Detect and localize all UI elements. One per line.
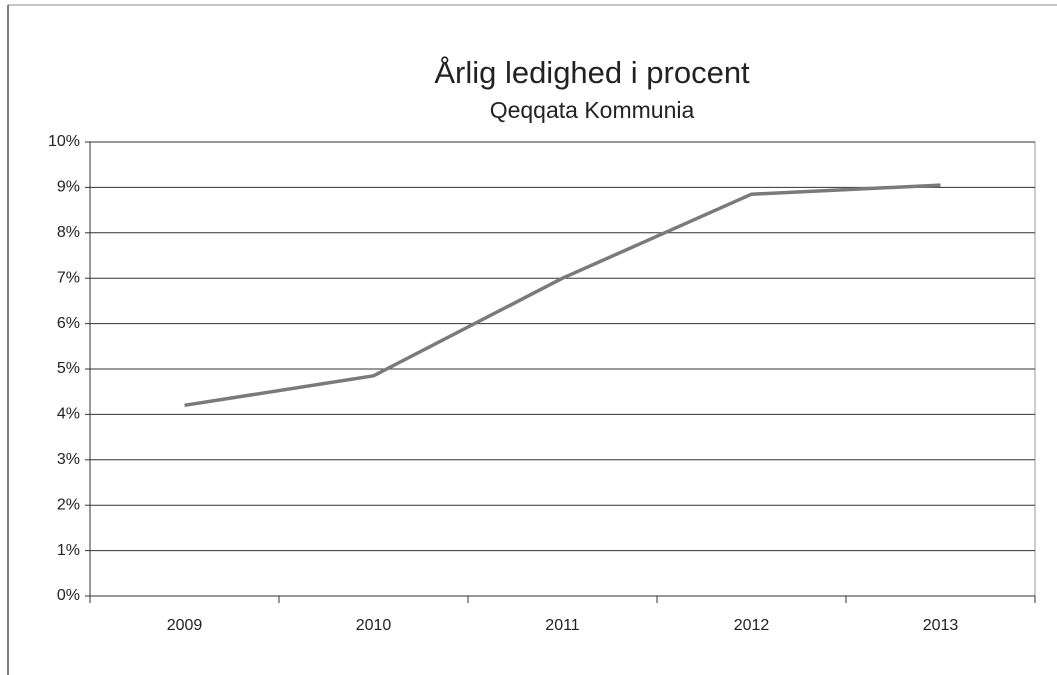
y-tick-label: 1% xyxy=(57,542,80,559)
y-tick-label: 2% xyxy=(57,496,80,513)
y-tick-label: 8% xyxy=(57,224,80,241)
x-tick-label: 2010 xyxy=(356,617,392,634)
y-tick-label: 7% xyxy=(57,269,80,286)
y-tick-label: 6% xyxy=(57,315,80,332)
x-tick-label: 2011 xyxy=(545,617,580,634)
y-tick-label: 10% xyxy=(48,133,80,150)
y-tick-label: 5% xyxy=(57,360,80,377)
y-tick-label: 9% xyxy=(57,179,80,196)
y-tick-label: 4% xyxy=(57,406,80,423)
data-line xyxy=(184,183,941,408)
chart-subtitle: Qeqqata Kommunia xyxy=(490,97,695,123)
chart-title: Årlig ledighed i procent xyxy=(434,55,750,90)
y-tick-label: 0% xyxy=(57,587,80,604)
x-tick-label: 2012 xyxy=(734,617,770,634)
x-tick-label: 2013 xyxy=(923,617,959,634)
x-tick-label: 2009 xyxy=(167,617,203,634)
y-tick-label: 3% xyxy=(57,451,80,468)
